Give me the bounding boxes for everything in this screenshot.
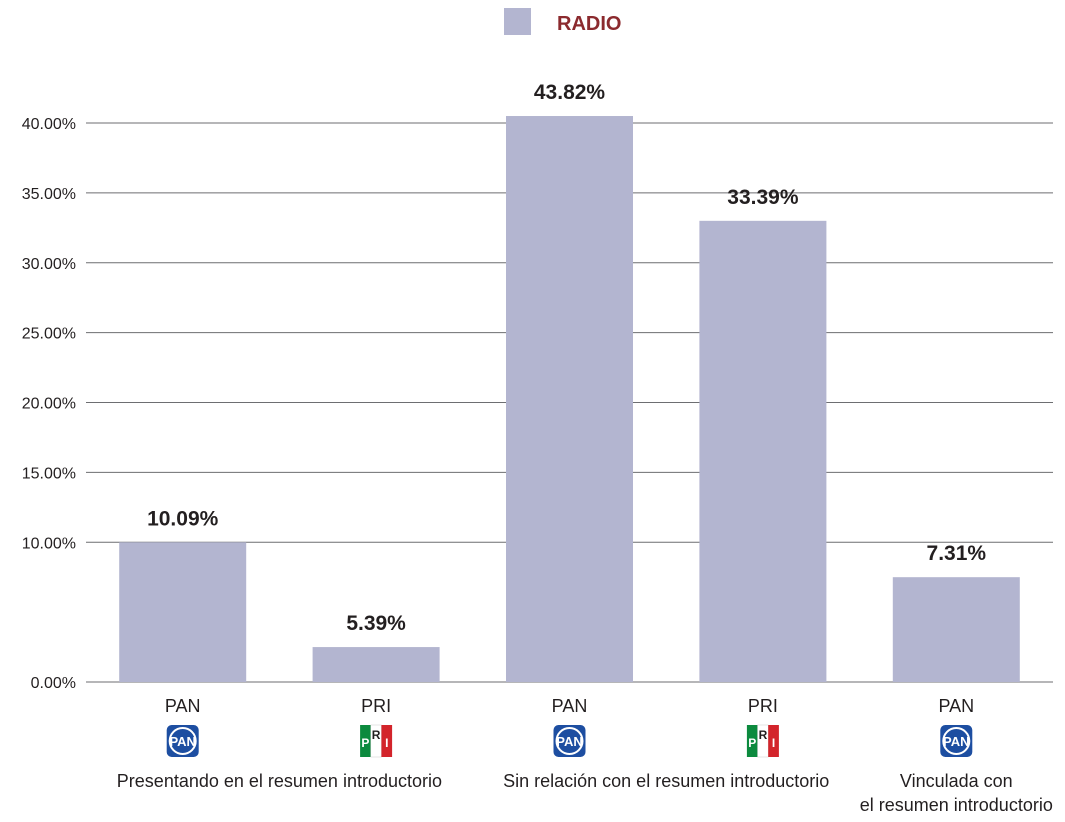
pri-logo-letter: R [759,728,768,742]
pri-logo-red [768,725,779,757]
legend-label: RADIO [557,13,621,35]
data-label: 7.31% [927,542,987,565]
pan-logo-ring [555,727,584,755]
pan-logo-ring [942,727,971,755]
pri-logo-letter: P [361,736,369,750]
pan-logo: PAN [553,725,586,757]
group-label-line: Presentando en el resumen introductorio [117,771,442,791]
group-label-line: el resumen introductorio [860,795,1053,815]
bar [699,220,827,682]
group-label: Vinculada con el resumen introductorio [860,771,1053,815]
bar [506,116,633,682]
category-label: PRI [361,696,391,716]
pri-logo: PRI [360,724,393,758]
pan-logo-text: PAN [943,734,969,749]
pan-logo: PAN [940,725,973,757]
bar [892,577,1020,682]
y-tick-label: 25.00% [22,326,76,343]
category-label: PAN [552,696,588,716]
y-tick-label: 15.00% [22,465,76,482]
pri-logo-letter: I [772,736,775,750]
group-label-line: Sin relación con el resumen introductori… [503,771,829,791]
group-label-line: Vinculada con [900,771,1013,791]
pan-logo-background [166,725,199,757]
y-tick-label: 35.00% [22,186,76,203]
legend: RADIO [504,8,621,35]
bar [312,647,440,682]
y-tick-label: 20.00% [22,396,76,413]
legend-swatch [504,8,531,35]
y-axis-ticks: 0.00% 10.00% 15.00% 20.00% 25.00% 30.00% 35.00… [22,116,76,692]
pan-logo-text: PAN [556,734,582,749]
pan-logo-text: PAN [169,734,195,749]
party-logos: PAN PRI PAN PRI PAN [166,724,973,758]
category-label: PAN [165,696,201,716]
group-label: Sin relación con el resumen introductori… [503,771,829,791]
data-label: 5.39% [346,612,406,635]
pri-logo-green [746,725,758,757]
y-tick-label: 10.00% [22,535,76,552]
group-label: Presentando en el resumen introductorio [117,771,442,791]
pri-logo-letter: P [748,736,756,750]
pri-logo-letter: I [385,736,388,750]
x-axis-categories: PAN PRI PAN PRI PAN [165,696,974,716]
category-label: PAN [938,696,974,716]
y-tick-label: 40.00% [22,116,76,133]
pri-logo-red [381,725,393,757]
data-label: 33.39% [727,186,799,209]
pri-logo-green [360,725,371,757]
pan-logo-background [553,725,586,757]
bar [119,542,247,682]
pan-logo-ring [168,727,197,755]
pri-logo: PRI [746,724,779,758]
data-labels: 10.09% 5.39% 43.82% 33.39% 7.31% [147,81,986,635]
pan-logo-background [940,725,973,757]
pri-logo-letter: R [372,728,381,742]
category-label: PRI [748,696,778,716]
data-label: 10.09% [147,507,219,530]
pan-logo: PAN [166,725,199,757]
group-labels: Presentando en el resumen introductorio S… [117,771,1053,815]
y-tick-label: 0.00% [31,675,76,692]
bars [119,116,1020,682]
y-tick-label: 30.00% [22,256,76,273]
data-label: 43.82% [534,81,606,104]
